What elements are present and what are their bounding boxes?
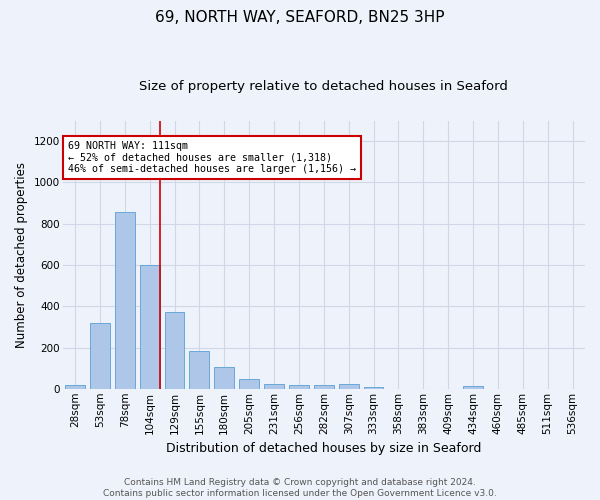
Bar (65, 385, 85, 389)
Bar (364, 386, 383, 389)
Bar (289, 385, 309, 389)
Title: Size of property relative to detached houses in Seaford: Size of property relative to detached ho… (139, 80, 508, 93)
Text: 69, NORTH WAY, SEAFORD, BN25 3HP: 69, NORTH WAY, SEAFORD, BN25 3HP (155, 10, 445, 25)
Y-axis label: Number of detached properties: Number of detached properties (15, 162, 28, 348)
Bar (239, 379, 259, 389)
Bar (164, 312, 184, 389)
X-axis label: Distribution of detached houses by size in Seaford: Distribution of detached houses by size … (166, 442, 481, 455)
Bar (314, 385, 334, 389)
Bar (90, 323, 110, 389)
Bar (214, 367, 234, 389)
Bar (339, 384, 359, 389)
Text: 69 NORTH WAY: 111sqm
← 52% of detached houses are smaller (1,318)
46% of semi-de: 69 NORTH WAY: 111sqm ← 52% of detached h… (68, 140, 356, 174)
Bar (115, 212, 135, 389)
Bar (190, 350, 209, 389)
Text: Contains HM Land Registry data © Crown copyright and database right 2024.
Contai: Contains HM Land Registry data © Crown c… (103, 478, 497, 498)
Bar (463, 386, 483, 389)
Bar (140, 265, 160, 389)
Bar (264, 384, 284, 389)
